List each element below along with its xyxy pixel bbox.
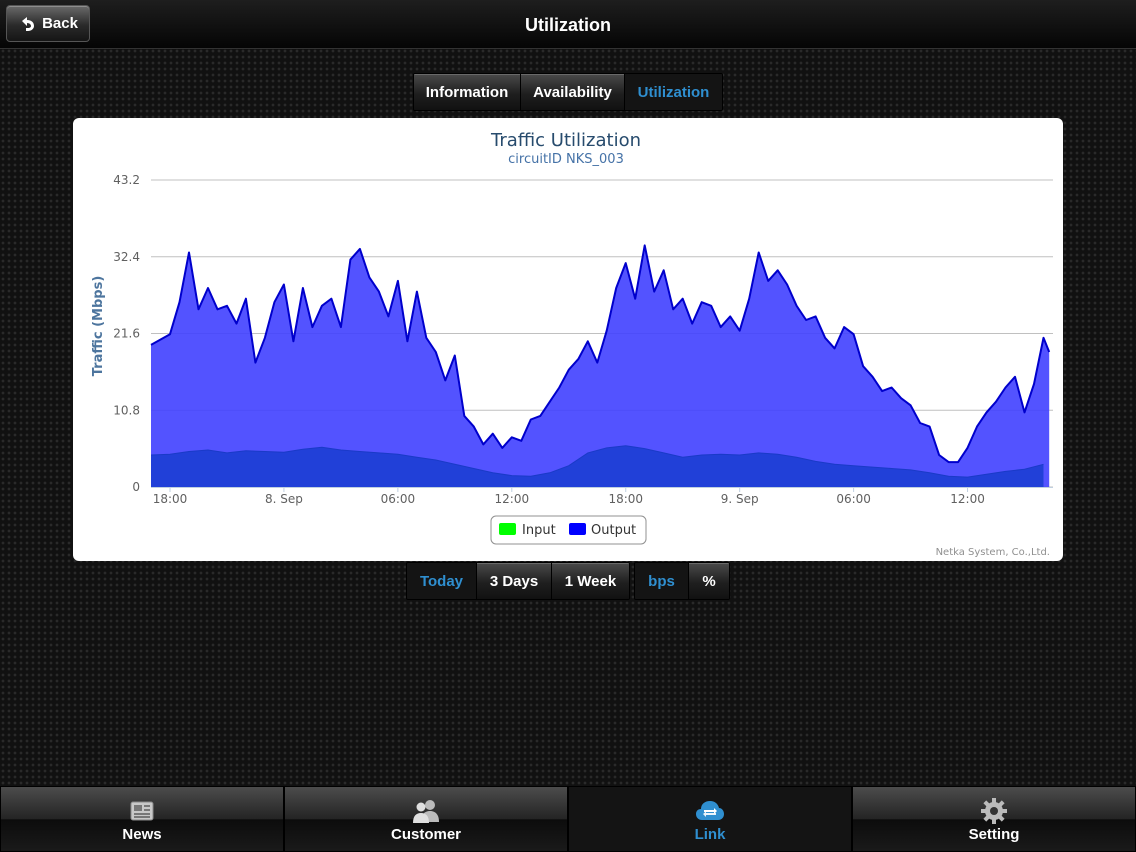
legend-output-label[interactable]: Output [591, 523, 636, 538]
y-tick-label: 21.6 [113, 327, 140, 341]
range-1-week[interactable]: 1 Week [552, 563, 629, 599]
newspaper-icon [130, 801, 154, 821]
tab-setting[interactable]: Setting [852, 786, 1136, 852]
tab-link[interactable]: Link [568, 786, 852, 852]
output-area[interactable] [151, 245, 1050, 487]
y-tick-label: 43.2 [113, 173, 140, 187]
tab-setting-label: Setting [968, 826, 1020, 843]
x-tick-label: 06:00 [836, 492, 871, 506]
y-tick-label: 0 [132, 480, 140, 494]
y-axis-ticks: 0 10.8 21.6 32.4 43.2 [113, 173, 140, 494]
x-tick-label: 18:00 [608, 492, 643, 506]
traffic-chart-svg: Traffic Utilization circuitID NKS_003 Tr… [91, 130, 1053, 558]
legend-box [490, 515, 647, 545]
bottom-tab-bar: News Customer Link [0, 786, 1136, 852]
x-tick-label: 9. Sep [721, 492, 759, 506]
chart-subtitle: circuitID NKS_003 [508, 152, 624, 167]
people-icon [413, 800, 439, 823]
range-3-days[interactable]: 3 Days [477, 563, 552, 599]
x-tick-label: 8. Sep [265, 492, 303, 506]
x-tick-label: 12:00 [495, 492, 530, 506]
y-tick-label: 10.8 [113, 403, 140, 417]
y-tick-label: 32.4 [113, 250, 140, 264]
tab-availability[interactable]: Availability [521, 74, 625, 110]
page-title: Utilization [525, 15, 611, 35]
tab-news[interactable]: News [0, 786, 284, 852]
chart-title: Traffic Utilization [490, 130, 641, 151]
range-today[interactable]: Today [407, 563, 477, 599]
back-label: Back [42, 15, 78, 32]
tab-link-label: Link [694, 826, 726, 843]
legend-output-swatch[interactable] [569, 523, 586, 535]
tab-customer-label: Customer [390, 826, 461, 843]
x-tick-label: 06:00 [381, 492, 416, 506]
y-axis-label: Traffic (Mbps) [91, 276, 106, 377]
back-button[interactable]: Back [6, 5, 90, 42]
legend-input-swatch[interactable] [499, 523, 516, 535]
range-segmented-control: Today 3 Days 1 Week [406, 562, 630, 600]
unit-percent[interactable]: % [689, 563, 729, 599]
tab-utilization[interactable]: Utilization [625, 74, 722, 110]
x-tick-label: 18:00 [153, 492, 188, 506]
back-arrow-icon [22, 16, 35, 31]
navigation-bar: Back Utilization [0, 0, 1136, 49]
unit-bps[interactable]: bps [635, 563, 689, 599]
input-line[interactable] [150, 445, 1044, 478]
tab-information[interactable]: Information [414, 74, 521, 110]
x-axis-ticks: 18:00 8. Sep 06:00 12:00 18:00 9. Sep 06:00 12:… [153, 487, 985, 506]
chart-legend: Input Output [490, 515, 647, 545]
plot-area [150, 244, 1051, 487]
legend-input-label[interactable]: Input [522, 523, 556, 538]
gear-icon [981, 798, 1007, 824]
unit-segmented-control: bps % [634, 562, 730, 600]
output-line[interactable] [150, 244, 1051, 464]
tab-news-label: News [122, 826, 162, 843]
traffic-chart: Traffic Utilization circuitID NKS_003 Tr… [73, 118, 1063, 561]
cloud-sync-icon [696, 801, 724, 820]
chart-credit[interactable]: Netka System, Co.,Ltd. [936, 547, 1050, 558]
input-area[interactable] [151, 445, 1044, 487]
view-segmented-control: Information Availability Utilization [413, 73, 723, 111]
x-tick-label: 12:00 [950, 492, 985, 506]
tab-customer[interactable]: Customer [284, 786, 568, 852]
